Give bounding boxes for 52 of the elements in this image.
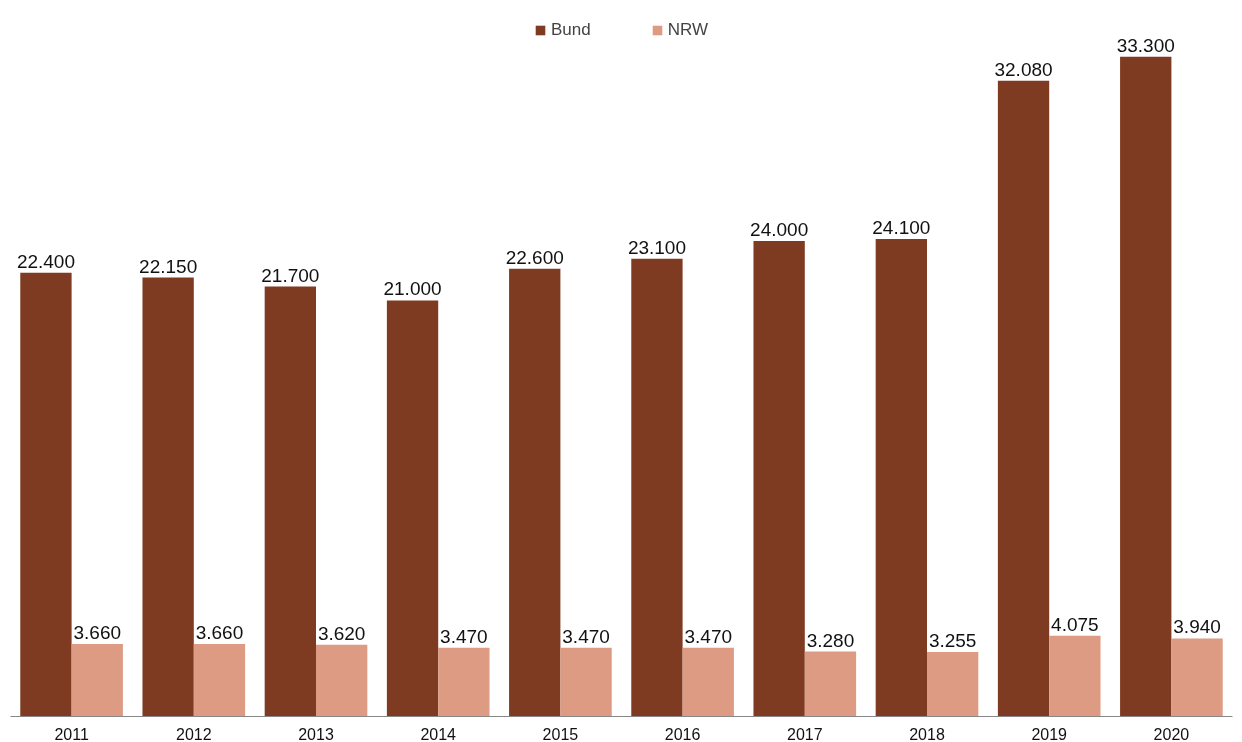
data-label: 3.660 — [73, 621, 122, 643]
data-label: 21.700 — [261, 264, 320, 286]
data-label: 3.660 — [195, 621, 244, 643]
data-label: 23.100 — [627, 236, 687, 258]
bar — [682, 647, 734, 717]
bar — [1049, 635, 1101, 717]
bar — [509, 268, 561, 717]
x-tick-label: 2016 — [664, 725, 701, 742]
bar — [386, 300, 439, 717]
bar — [560, 647, 612, 717]
bar — [804, 651, 857, 717]
x-tick-label: 2011 — [54, 725, 89, 742]
data-label: 24.000 — [750, 218, 809, 240]
bar — [631, 258, 683, 717]
bar — [20, 272, 72, 717]
data-label: 3.280 — [806, 629, 855, 651]
bar — [875, 238, 927, 717]
x-tick-label: 2014 — [420, 725, 457, 742]
data-label: 24.100 — [872, 216, 931, 238]
legend-label: Bund — [551, 20, 591, 40]
bar — [316, 644, 368, 717]
bar — [1171, 638, 1223, 717]
data-label: 22.600 — [505, 246, 564, 268]
bar — [753, 240, 805, 717]
x-tick-label: 2018 — [909, 725, 945, 742]
bar — [142, 277, 194, 717]
data-label: 4.075 — [1051, 613, 1099, 635]
bar — [193, 643, 246, 717]
data-label: 22.150 — [139, 255, 198, 277]
data-label: 3.470 — [440, 625, 488, 647]
bar — [438, 647, 490, 717]
bar — [71, 643, 123, 717]
x-tick-label: 2013 — [298, 725, 334, 742]
bar — [927, 652, 979, 717]
x-tick-label: 2019 — [1031, 725, 1068, 742]
x-tick-label: 2020 — [1153, 725, 1190, 742]
data-label: 3.255 — [928, 630, 977, 651]
bar — [264, 286, 316, 717]
bar — [1120, 56, 1172, 717]
data-label: 21.000 — [383, 278, 442, 300]
bar — [997, 80, 1050, 717]
x-tick-label: 2015 — [542, 725, 579, 742]
x-tick-label: 2012 — [176, 725, 212, 742]
data-label: 33.300 — [1116, 34, 1175, 56]
data-label: 3.620 — [317, 622, 366, 644]
data-label: 3.940 — [1173, 616, 1221, 638]
data-label: 22.400 — [16, 250, 76, 272]
legend-label: NRW — [667, 20, 708, 40]
data-label: 32.080 — [994, 58, 1053, 80]
data-label: 3.470 — [562, 625, 610, 647]
data-label: 3.470 — [684, 625, 733, 647]
x-tick-label: 2017 — [787, 725, 823, 742]
